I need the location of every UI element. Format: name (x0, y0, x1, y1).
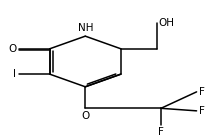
Text: F: F (158, 127, 164, 137)
Text: OH: OH (159, 18, 175, 28)
Text: I: I (13, 69, 16, 79)
Text: O: O (81, 111, 89, 121)
Text: F: F (199, 87, 205, 97)
Text: NH: NH (78, 23, 93, 33)
Text: F: F (199, 106, 205, 116)
Text: O: O (8, 44, 16, 54)
